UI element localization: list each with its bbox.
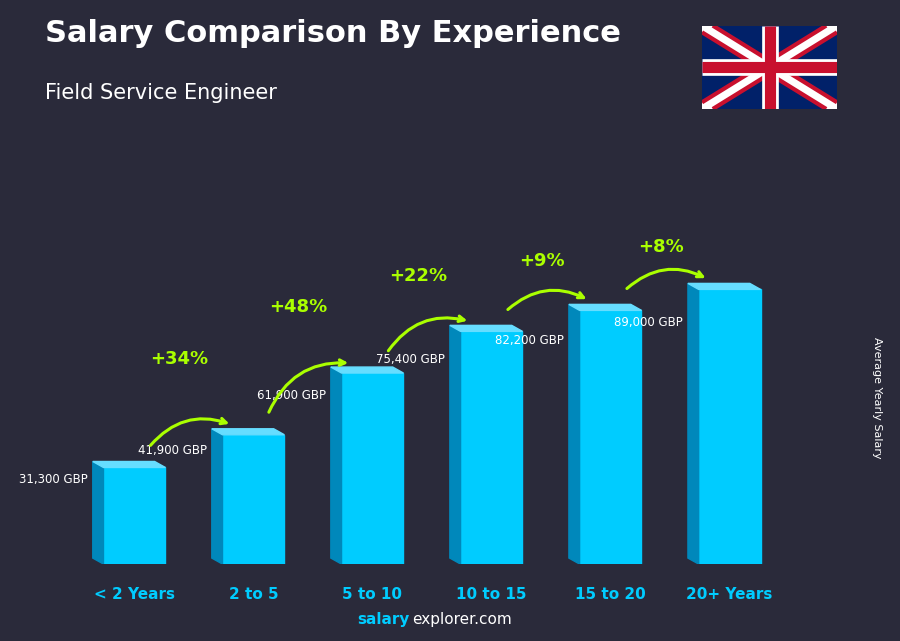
Polygon shape <box>702 26 837 109</box>
Text: +34%: +34% <box>150 350 209 368</box>
Text: 2 to 5: 2 to 5 <box>229 587 278 603</box>
Text: 31,300 GBP: 31,300 GBP <box>19 472 88 486</box>
Polygon shape <box>341 373 403 564</box>
Polygon shape <box>212 429 222 564</box>
Text: 75,400 GBP: 75,400 GBP <box>376 353 446 366</box>
Polygon shape <box>688 283 760 289</box>
Text: 82,200 GBP: 82,200 GBP <box>495 335 564 347</box>
Text: 5 to 10: 5 to 10 <box>343 587 402 603</box>
Polygon shape <box>222 435 284 564</box>
Polygon shape <box>450 326 523 331</box>
Polygon shape <box>450 326 461 564</box>
Text: +9%: +9% <box>518 253 564 271</box>
Text: 15 to 20: 15 to 20 <box>575 587 646 603</box>
Text: 20+ Years: 20+ Years <box>687 587 773 603</box>
Polygon shape <box>461 331 523 564</box>
Polygon shape <box>93 462 166 467</box>
Text: 41,900 GBP: 41,900 GBP <box>138 444 207 457</box>
Polygon shape <box>331 367 341 564</box>
Text: Average Yearly Salary: Average Yearly Salary <box>872 337 883 458</box>
Text: 61,900 GBP: 61,900 GBP <box>257 390 326 403</box>
Text: +8%: +8% <box>638 238 683 256</box>
Text: salary: salary <box>357 612 410 627</box>
Text: +48%: +48% <box>270 298 328 317</box>
Polygon shape <box>569 304 642 310</box>
Text: < 2 Years: < 2 Years <box>94 587 175 603</box>
Polygon shape <box>104 467 166 564</box>
Polygon shape <box>93 462 104 564</box>
Text: +22%: +22% <box>389 267 446 285</box>
Polygon shape <box>569 304 580 564</box>
Text: Field Service Engineer: Field Service Engineer <box>45 83 277 103</box>
Text: 10 to 15: 10 to 15 <box>456 587 526 603</box>
Polygon shape <box>331 367 403 373</box>
Text: 89,000 GBP: 89,000 GBP <box>615 316 683 329</box>
Text: Salary Comparison By Experience: Salary Comparison By Experience <box>45 19 621 48</box>
Polygon shape <box>698 289 760 564</box>
Polygon shape <box>212 429 284 435</box>
Text: explorer.com: explorer.com <box>412 612 512 627</box>
Polygon shape <box>580 310 642 564</box>
Polygon shape <box>688 283 698 564</box>
